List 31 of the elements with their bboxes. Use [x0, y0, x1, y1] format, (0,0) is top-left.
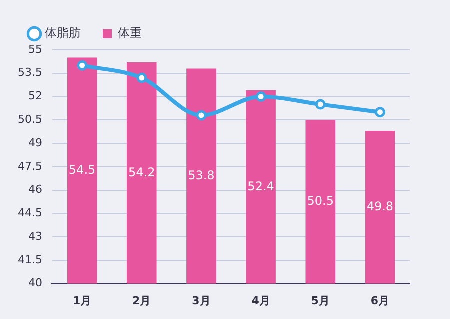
y-tick-label: 49 [28, 136, 42, 150]
y-tick-label: 41.5 [18, 253, 42, 266]
data-label: 49.8 [366, 200, 394, 214]
y-tick-label: 46 [28, 183, 42, 196]
y-tick-label: 53.5 [18, 66, 42, 80]
y-tick-label: 52 [28, 90, 42, 103]
x-tick-label: 4月 [252, 294, 270, 308]
x-tick-label: 1月 [72, 294, 92, 308]
y-tick-label: 47.5 [18, 160, 42, 173]
data-label: 54.5 [68, 162, 96, 177]
point [77, 60, 88, 71]
x-tick-label: 2月 [132, 294, 152, 308]
y-tick-label: 40 [28, 276, 42, 290]
point [374, 107, 386, 118]
point [196, 110, 207, 121]
data-label: 50.5 [307, 194, 334, 208]
data-label: 54.2 [128, 165, 156, 180]
y-tick-label: 50.5 [18, 113, 42, 126]
legend-label: 体脂肪 [45, 26, 81, 40]
point [256, 92, 266, 102]
data-label: 52.4 [248, 179, 274, 194]
data-label: 53.8 [188, 168, 215, 182]
y-tick-label: 55 [28, 42, 42, 56]
y-tick-label: 43 [28, 230, 42, 243]
x-tick-label: 6月 [370, 294, 390, 308]
x-tick-label: 3月 [192, 294, 211, 308]
legend-label: 体重 [118, 26, 142, 40]
point [136, 72, 148, 84]
point [315, 99, 326, 110]
x-tick-label: 5月 [311, 294, 330, 308]
y-tick-label: 44.5 [18, 206, 42, 220]
